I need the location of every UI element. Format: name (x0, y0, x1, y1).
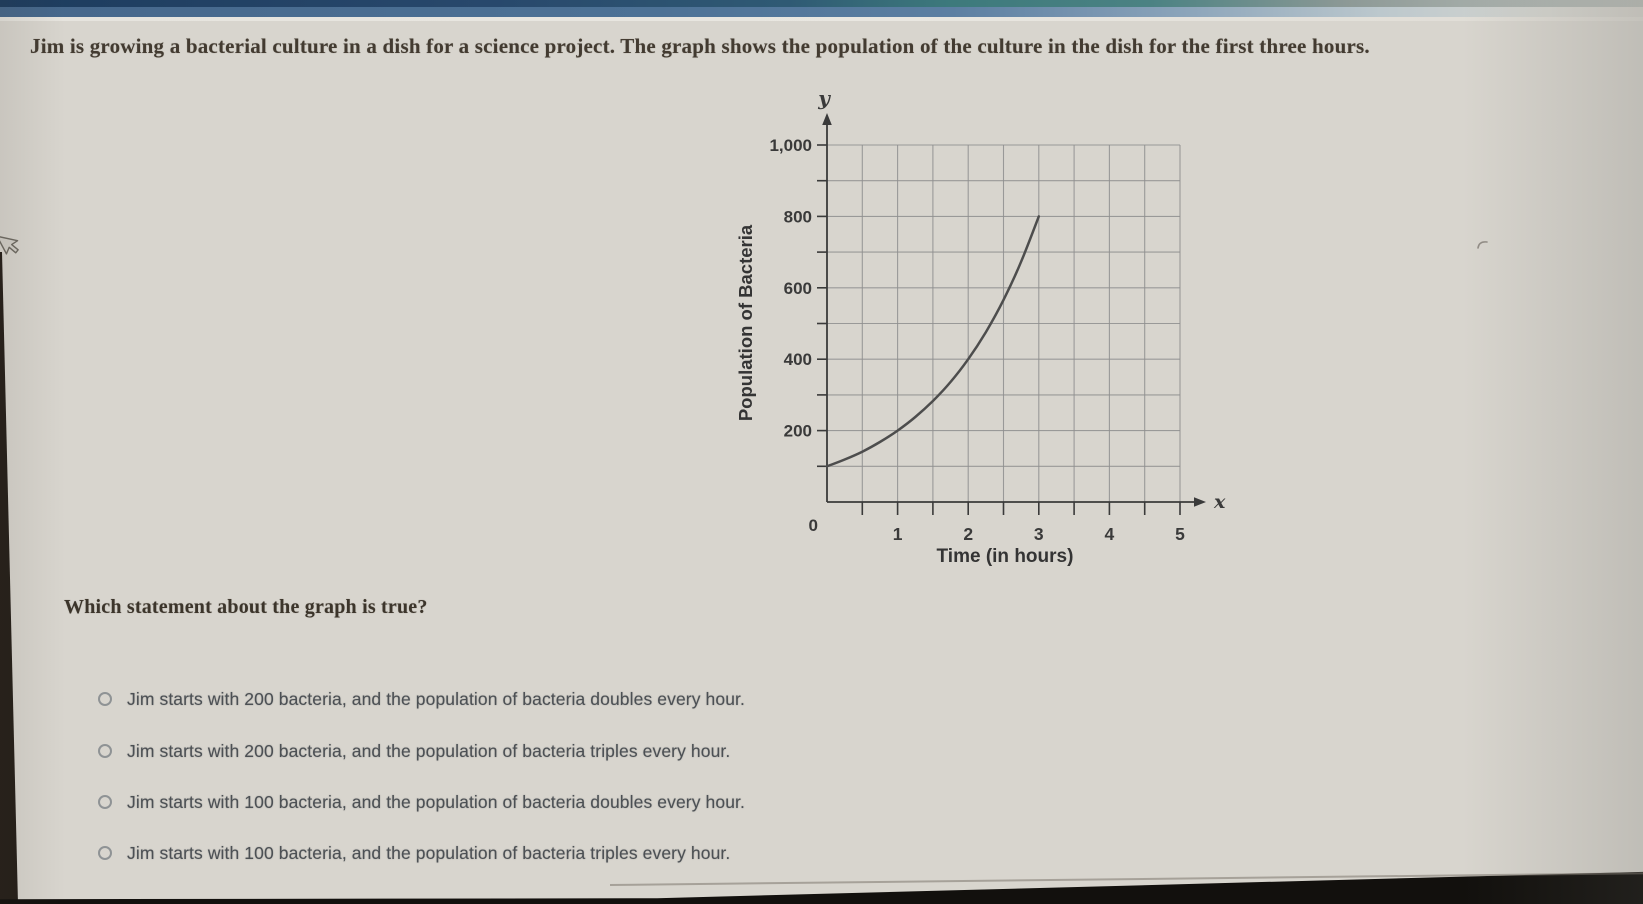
option-row-4[interactable]: Jim starts with 100 bacteria, and the po… (98, 840, 730, 866)
svg-text:1: 1 (893, 524, 903, 544)
svg-text:400: 400 (784, 350, 812, 369)
radio-button[interactable] (98, 846, 112, 860)
svg-text:1,000: 1,000 (769, 136, 812, 155)
left-screen-bezel (0, 252, 18, 904)
radio-button[interactable] (98, 795, 112, 809)
svg-text:Population of Bacteria: Population of Bacteria (735, 224, 756, 421)
top-highlight-line (0, 17, 1643, 21)
svg-text:800: 800 (784, 207, 812, 226)
svg-text:4: 4 (1105, 524, 1115, 544)
svg-text:y: y (817, 86, 831, 110)
svg-text:x: x (1213, 491, 1226, 513)
bacteria-growth-chart: 200 400 600 800 1,000 1 2 3 4 5 0 Time (in hours) Po… (680, 85, 1240, 585)
top-steel-blue-bar (0, 7, 1643, 17)
svg-text:0: 0 (809, 516, 818, 535)
option-label: Jim starts with 100 bacteria, and the po… (127, 791, 745, 812)
svg-text:600: 600 (784, 279, 812, 298)
svg-text:200: 200 (784, 422, 812, 441)
option-label: Jim starts with 200 bacteria, and the po… (127, 740, 731, 761)
radio-button[interactable] (98, 744, 112, 758)
mouse-cursor-icon (0, 235, 19, 255)
option-label: Jim starts with 200 bacteria, and the po… (127, 688, 745, 709)
svg-text:2: 2 (963, 524, 973, 544)
svg-text:5: 5 (1175, 524, 1185, 544)
chart-svg: 200 400 600 800 1,000 1 2 3 4 5 0 Time (in hours) Po… (735, 86, 1226, 567)
option-row-2[interactable]: Jim starts with 200 bacteria, and the po… (98, 738, 730, 764)
top-navy-bar (0, 0, 1643, 7)
svg-text:Time (in hours): Time (in hours) (937, 546, 1074, 567)
question-context-text: Jim is growing a bacterial culture in a … (30, 34, 1370, 58)
photo-smudge-mark (1477, 241, 1488, 249)
option-row-3[interactable]: Jim starts with 100 bacteria, and the po… (98, 789, 745, 815)
option-label: Jim starts with 100 bacteria, and the po… (127, 842, 731, 863)
question-prompt-text: Which statement about the graph is true? (64, 596, 428, 618)
radio-button[interactable] (98, 692, 112, 706)
option-row-1[interactable]: Jim starts with 200 bacteria, and the po… (98, 686, 745, 712)
svg-text:3: 3 (1034, 524, 1044, 544)
